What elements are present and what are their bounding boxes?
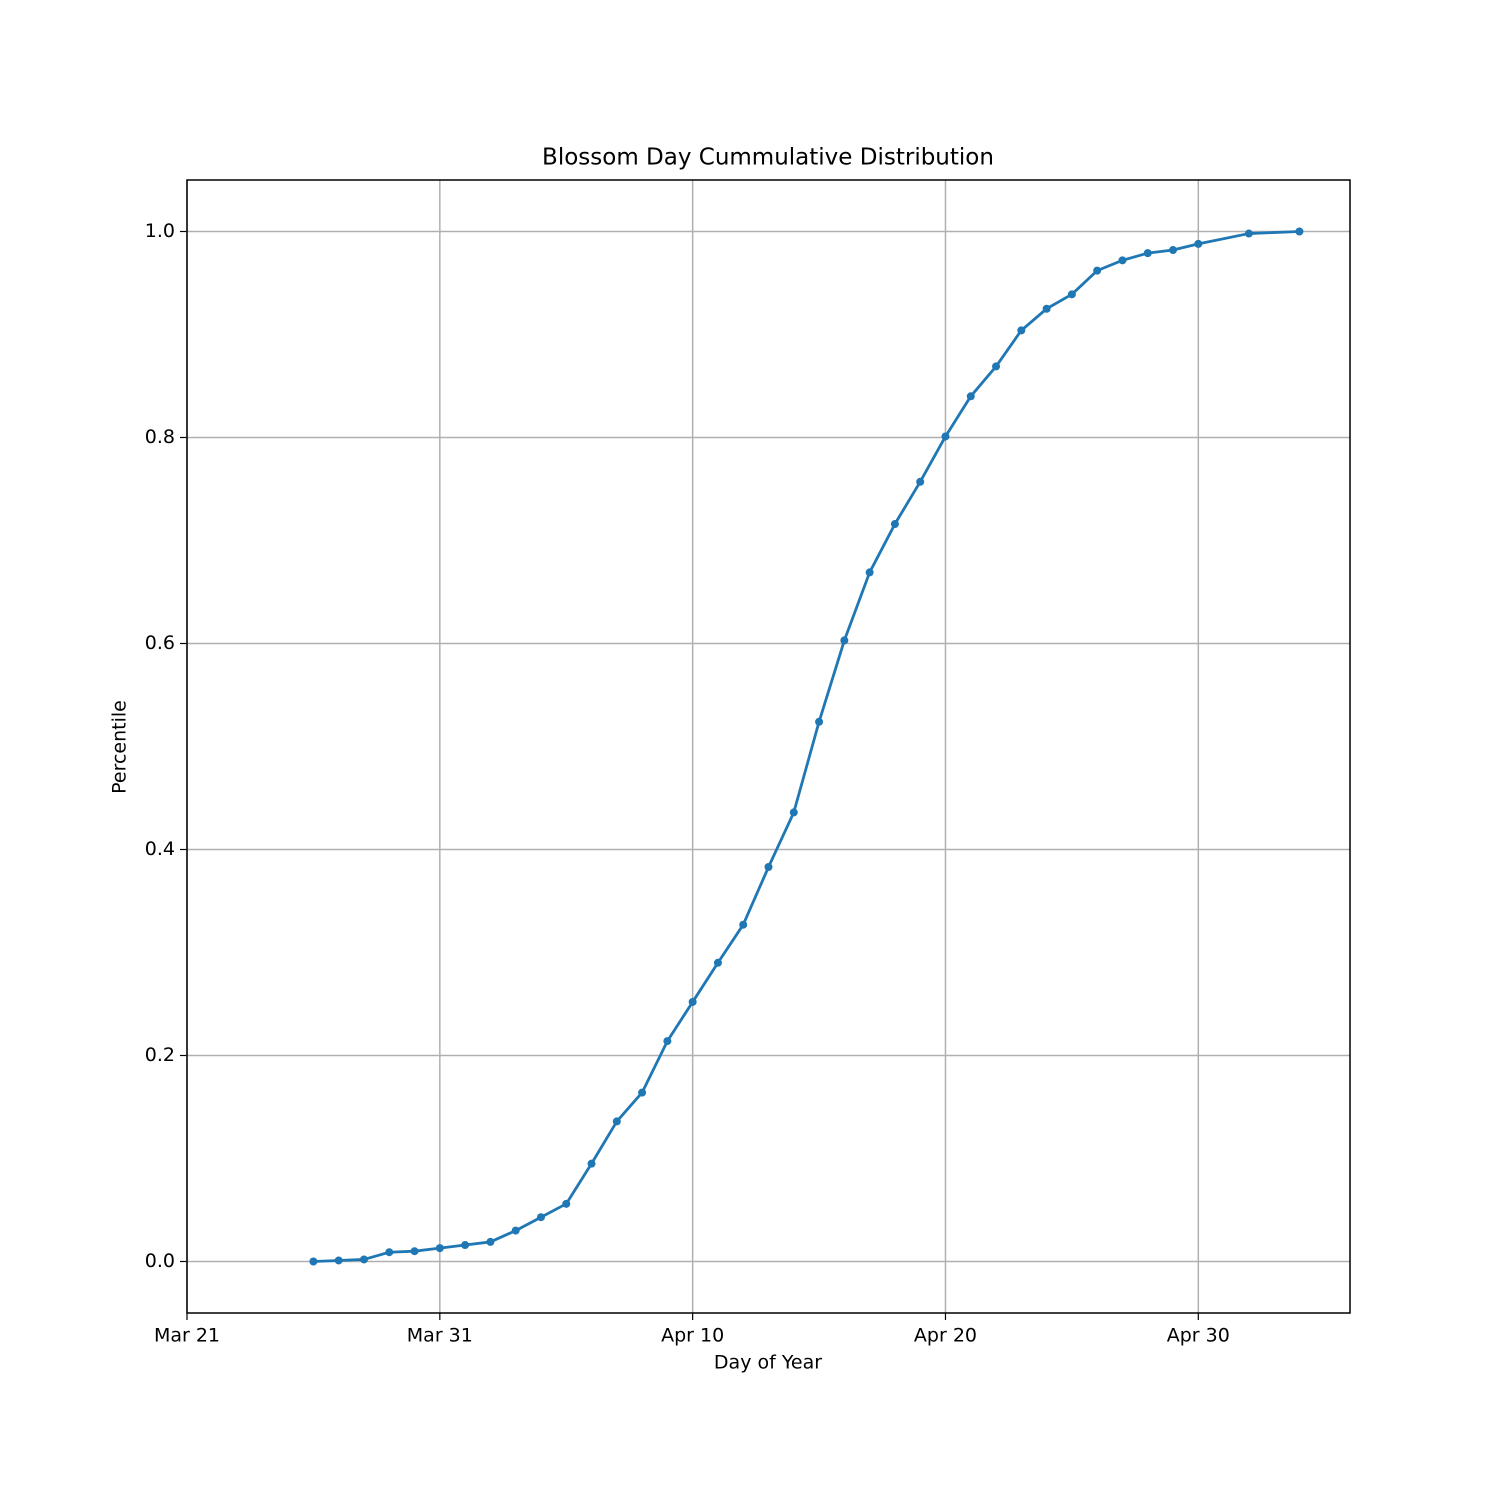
data-point [992, 362, 1001, 371]
x-tick-label: Apr 20 [914, 1325, 977, 1347]
data-point [865, 568, 874, 577]
data-point [1194, 239, 1203, 248]
data-line [313, 230, 1300, 1263]
data-point [1143, 249, 1152, 258]
data-point [688, 997, 697, 1006]
y-tick-label: 0.0 [145, 1250, 175, 1272]
data-point [916, 477, 925, 486]
data-point [435, 1244, 444, 1253]
data-point [461, 1241, 470, 1250]
data-point [1017, 326, 1026, 335]
data-point [1118, 256, 1127, 265]
data-point [1169, 246, 1178, 255]
data-point [1244, 229, 1253, 238]
data-point [815, 717, 824, 726]
data-point [359, 1255, 368, 1264]
data-point [764, 863, 773, 872]
x-axis-label: Day of Year [714, 1352, 822, 1374]
x-tick-label: Apr 30 [1167, 1325, 1230, 1347]
data-point [663, 1037, 672, 1046]
data-point [385, 1248, 394, 1257]
data-point [587, 1159, 596, 1168]
x-tick-label: Mar 31 [407, 1325, 473, 1347]
data-point [1067, 290, 1076, 299]
data-point [536, 1213, 545, 1222]
data-point [1042, 304, 1051, 313]
y-tick-label: 0.2 [145, 1044, 175, 1066]
data-point [334, 1256, 343, 1265]
y-tick-label: 0.8 [145, 426, 175, 448]
data-point [890, 520, 899, 529]
data-point [410, 1247, 419, 1256]
data-point [739, 920, 748, 929]
data-point [309, 1257, 318, 1266]
data-point [966, 392, 975, 401]
y-tick-label: 0.4 [145, 838, 175, 860]
x-tick-label: Mar 21 [154, 1325, 220, 1347]
data-point [941, 432, 950, 441]
data-point [638, 1088, 647, 1097]
data-point [789, 808, 798, 817]
y-tick-label: 0.6 [145, 632, 175, 654]
data-point [562, 1199, 571, 1208]
data-point [511, 1226, 520, 1235]
y-tick-label: 1.0 [145, 220, 175, 242]
chart-title: Blossom Day Cummulative Distribution [542, 145, 994, 171]
y-axis-label: Percentile [109, 700, 131, 794]
data-point [1093, 266, 1102, 275]
data-point [840, 636, 849, 645]
data-point [1295, 227, 1304, 236]
plot-frame [186, 179, 1351, 1314]
data-point [713, 958, 722, 967]
data-point [486, 1237, 495, 1246]
x-tick-label: Apr 10 [661, 1325, 724, 1347]
data-point [612, 1117, 621, 1126]
